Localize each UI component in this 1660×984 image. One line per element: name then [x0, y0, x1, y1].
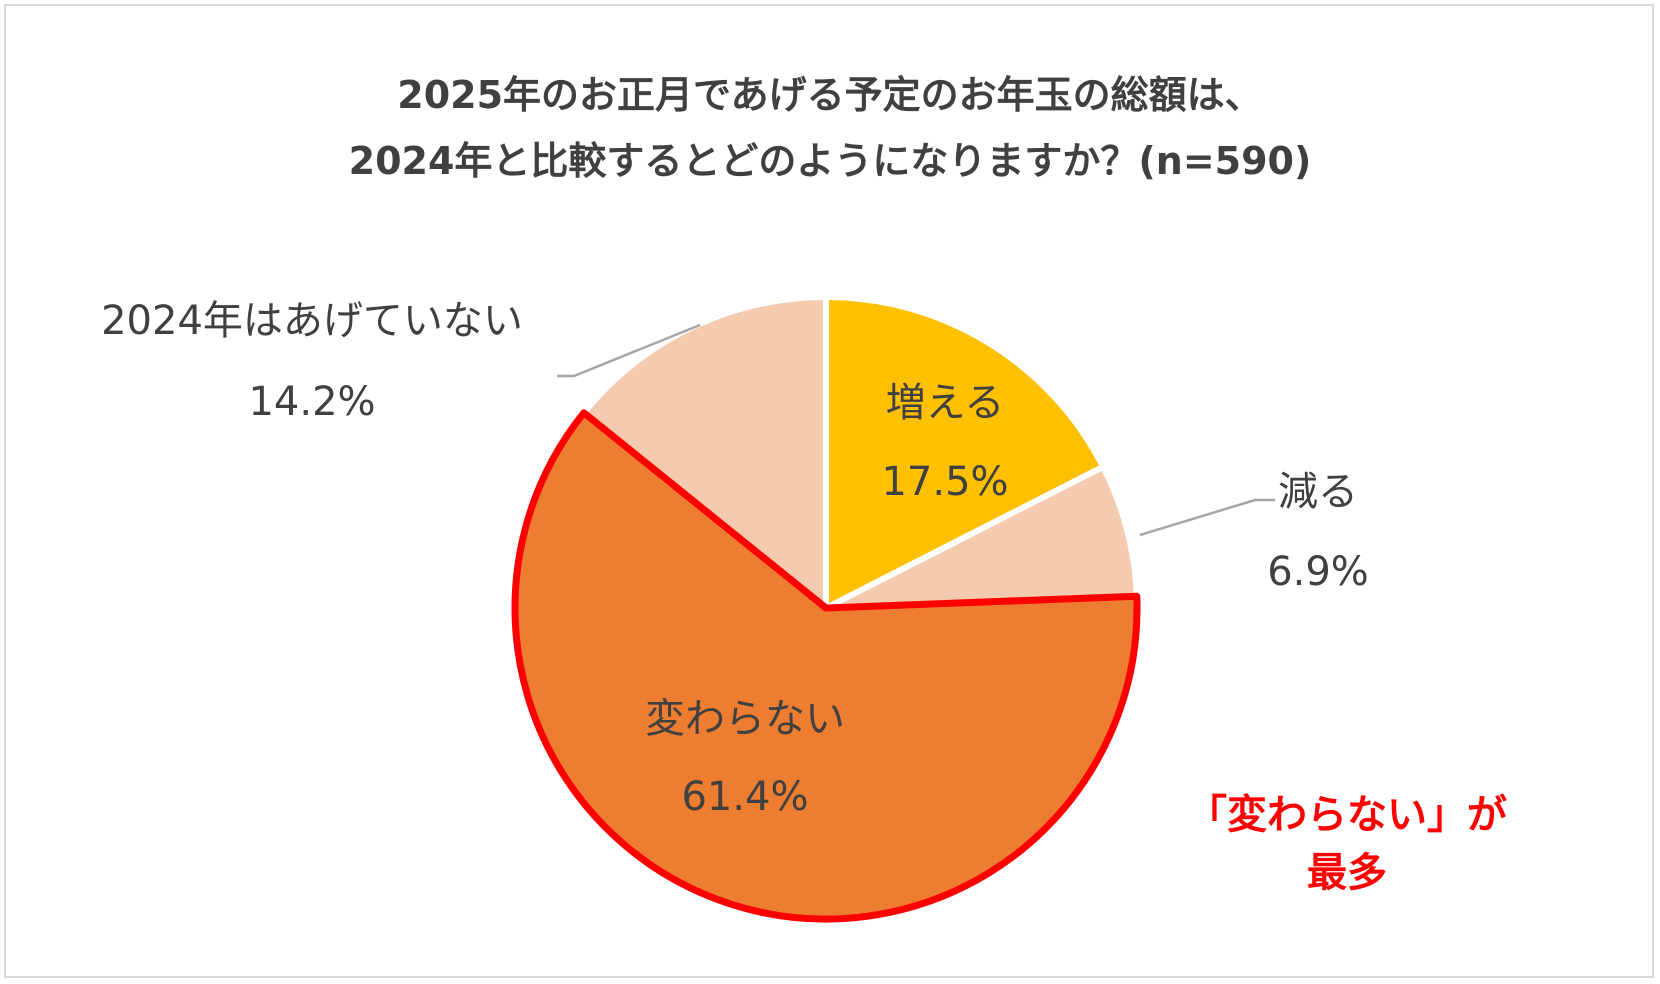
slice-value-increase: 17.5%: [881, 459, 1008, 505]
pie-slice-increase: [823, 294, 1107, 611]
callout-line2: 最多: [1307, 850, 1387, 896]
slice-value-none-given: 14.2%: [248, 379, 375, 425]
pie-slice-decrease: [823, 463, 1140, 611]
slice-value-unchanged: 61.4%: [681, 774, 808, 820]
leader-line-decrease: [1139, 498, 1275, 537]
slice-label-increase: 増える: [886, 380, 1005, 426]
leader-line-none-given: [557, 323, 701, 378]
slice-label-none-given: 2024年はあげていない: [101, 298, 523, 344]
chart-title-line1: 2025年のお正月であげる予定のお年玉の総額は、: [397, 73, 1263, 117]
slice-value-decrease: 6.9%: [1267, 549, 1369, 595]
callout-line1: 「変わらない」が: [1187, 792, 1507, 838]
chart-title: 2025年のお正月であげる予定のお年玉の総額は、 2024年と比較するとどのよう…: [0, 62, 1660, 194]
slice-label-unchanged: 変わらない: [645, 696, 845, 742]
pie-slices: [511, 294, 1141, 923]
chart-title-line2: 2024年と比較するとどのようになりますか？(n=590): [348, 139, 1312, 183]
pie-slice-unchanged: [511, 409, 1141, 923]
slice-label-decrease: 減る: [1278, 469, 1358, 515]
